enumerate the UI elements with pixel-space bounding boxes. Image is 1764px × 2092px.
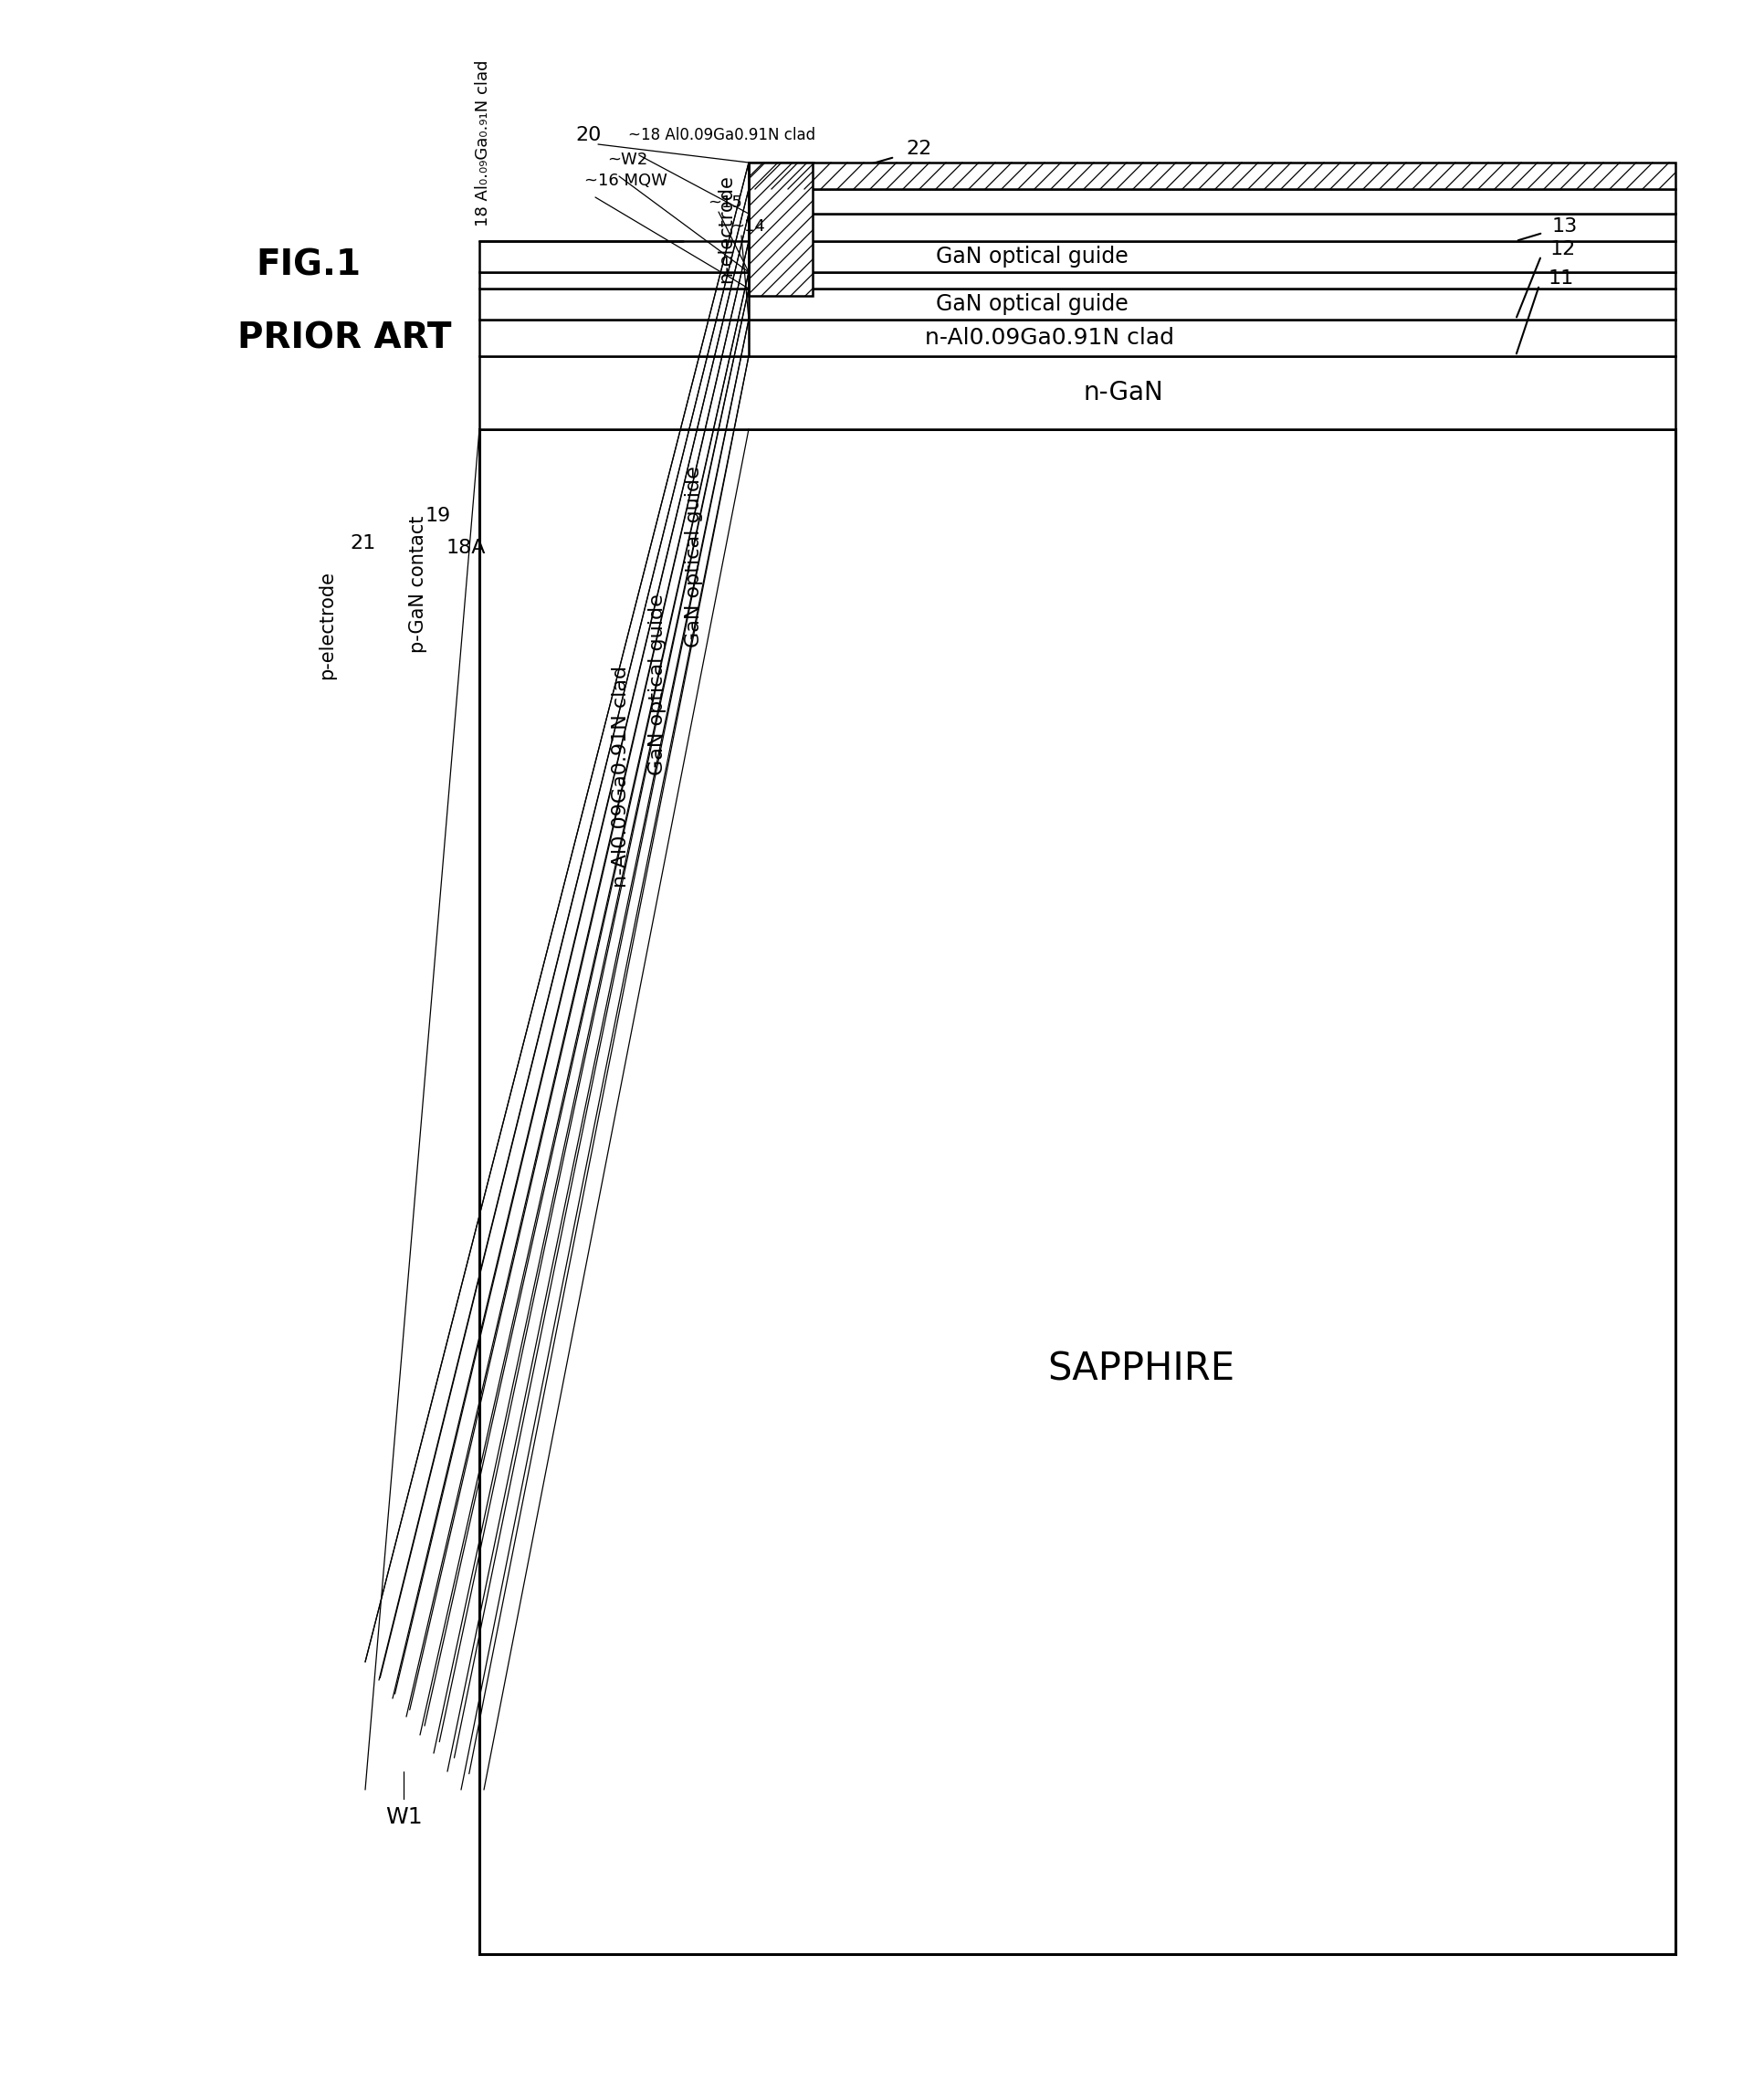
Bar xyxy=(748,188,1674,213)
Bar xyxy=(480,289,1674,320)
Bar xyxy=(480,356,1674,429)
Text: GaN optical guide: GaN optical guide xyxy=(684,467,702,649)
Text: ~W2: ~W2 xyxy=(607,151,647,167)
Text: 13: 13 xyxy=(1551,218,1577,236)
Text: p-electrode: p-electrode xyxy=(318,571,335,680)
Bar xyxy=(748,213,1674,241)
Text: 11: 11 xyxy=(1547,270,1573,287)
Text: ~15: ~15 xyxy=(707,195,743,211)
Text: GaN optical guide: GaN optical guide xyxy=(935,245,1127,268)
Bar xyxy=(748,163,811,295)
Text: FIG.1: FIG.1 xyxy=(256,247,360,282)
Text: 18A: 18A xyxy=(446,540,485,556)
Text: n-GaN: n-GaN xyxy=(1083,381,1162,406)
Bar xyxy=(748,163,1674,188)
Text: n-electrode: n-electrode xyxy=(716,176,734,285)
Text: W1: W1 xyxy=(385,1805,422,1828)
Text: 18 Al₀.₀₉Ga₀.₉₁N clad: 18 Al₀.₀₉Ga₀.₉₁N clad xyxy=(475,61,490,226)
Text: n-Al0.09Ga0.91N clad: n-Al0.09Ga0.91N clad xyxy=(924,326,1175,349)
Bar xyxy=(480,241,1674,272)
Text: 19: 19 xyxy=(425,506,452,525)
Text: GaN optical guide: GaN optical guide xyxy=(935,293,1127,316)
Text: ~14: ~14 xyxy=(730,218,764,234)
Text: 20: 20 xyxy=(575,126,602,144)
Text: n-Al0.09Ga0.91N clad: n-Al0.09Ga0.91N clad xyxy=(612,665,630,887)
Bar xyxy=(480,429,1674,1954)
Bar xyxy=(480,320,1674,356)
Text: 22: 22 xyxy=(905,140,931,159)
Text: p-GaN contact: p-GaN contact xyxy=(409,517,427,653)
Bar xyxy=(480,272,1674,289)
Text: ~18 Al0.09Ga0.91N clad: ~18 Al0.09Ga0.91N clad xyxy=(628,128,815,144)
Text: 21: 21 xyxy=(351,533,376,552)
Text: 12: 12 xyxy=(1549,241,1575,259)
Text: ~16 MQW: ~16 MQW xyxy=(584,172,667,188)
Text: SAPPHIRE: SAPPHIRE xyxy=(1048,1351,1235,1389)
Text: GaN optical guide: GaN optical guide xyxy=(647,594,667,776)
Text: PRIOR ART: PRIOR ART xyxy=(238,320,452,356)
